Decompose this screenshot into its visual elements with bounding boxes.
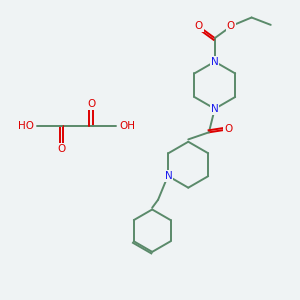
Text: O: O	[58, 143, 66, 154]
Text: O: O	[194, 21, 203, 31]
Text: N: N	[164, 171, 172, 181]
Text: N: N	[211, 57, 219, 67]
Text: OH: OH	[120, 122, 136, 131]
Text: O: O	[87, 99, 95, 110]
Text: N: N	[211, 104, 219, 114]
Text: O: O	[224, 124, 232, 134]
Text: HO: HO	[18, 122, 34, 131]
Text: O: O	[227, 21, 235, 31]
